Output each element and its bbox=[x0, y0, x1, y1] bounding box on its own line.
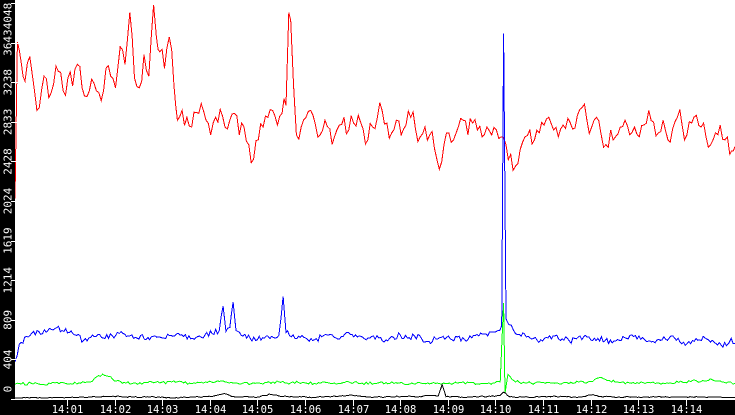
x-tick-label: 14:13 bbox=[623, 404, 655, 415]
y-tick-label: 3238 bbox=[2, 69, 15, 96]
y-tick-label: 1619 bbox=[2, 227, 15, 254]
y-tick-label: 404 bbox=[2, 349, 15, 369]
red-series-line bbox=[15, 4, 735, 199]
axis-ticks bbox=[11, 3, 687, 406]
x-tick-label: 14:07 bbox=[338, 404, 370, 415]
black-series-line bbox=[15, 383, 735, 399]
x-axis-strip bbox=[0, 400, 735, 415]
y-tick-label: 2428 bbox=[2, 148, 15, 175]
x-tick-label: 14:09 bbox=[433, 404, 465, 415]
x-tick-label: 14:11 bbox=[528, 404, 560, 415]
y-tick-label: 2833 bbox=[2, 109, 15, 136]
x-tick-label: 14:05 bbox=[242, 404, 274, 415]
x-tick-label: 14:06 bbox=[290, 404, 322, 415]
y-tick-label: 1214 bbox=[2, 267, 15, 294]
y-tick-label: 3643 bbox=[2, 29, 15, 56]
x-tick-label: 14:04 bbox=[195, 404, 227, 415]
x-tick-label: 14:12 bbox=[576, 404, 608, 415]
x-tick-label: 14:01 bbox=[52, 404, 84, 415]
y-tick-label: 809 bbox=[2, 310, 15, 330]
x-tick-label: 14:03 bbox=[147, 404, 179, 415]
x-tick-label: 14:08 bbox=[385, 404, 417, 415]
y-tick-label: 0 bbox=[2, 386, 15, 393]
y-tick-label: 2024 bbox=[2, 187, 15, 214]
series-lines bbox=[15, 4, 735, 399]
y-axis-strip bbox=[0, 0, 15, 415]
x-tick-label: 14:10 bbox=[480, 404, 512, 415]
x-tick-label: 14:14 bbox=[671, 404, 703, 415]
blue-series-line bbox=[15, 33, 735, 362]
green-series-line bbox=[15, 303, 735, 394]
x-tick-label: 14:02 bbox=[100, 404, 132, 415]
y-tick-label: 4048 bbox=[2, 3, 15, 30]
